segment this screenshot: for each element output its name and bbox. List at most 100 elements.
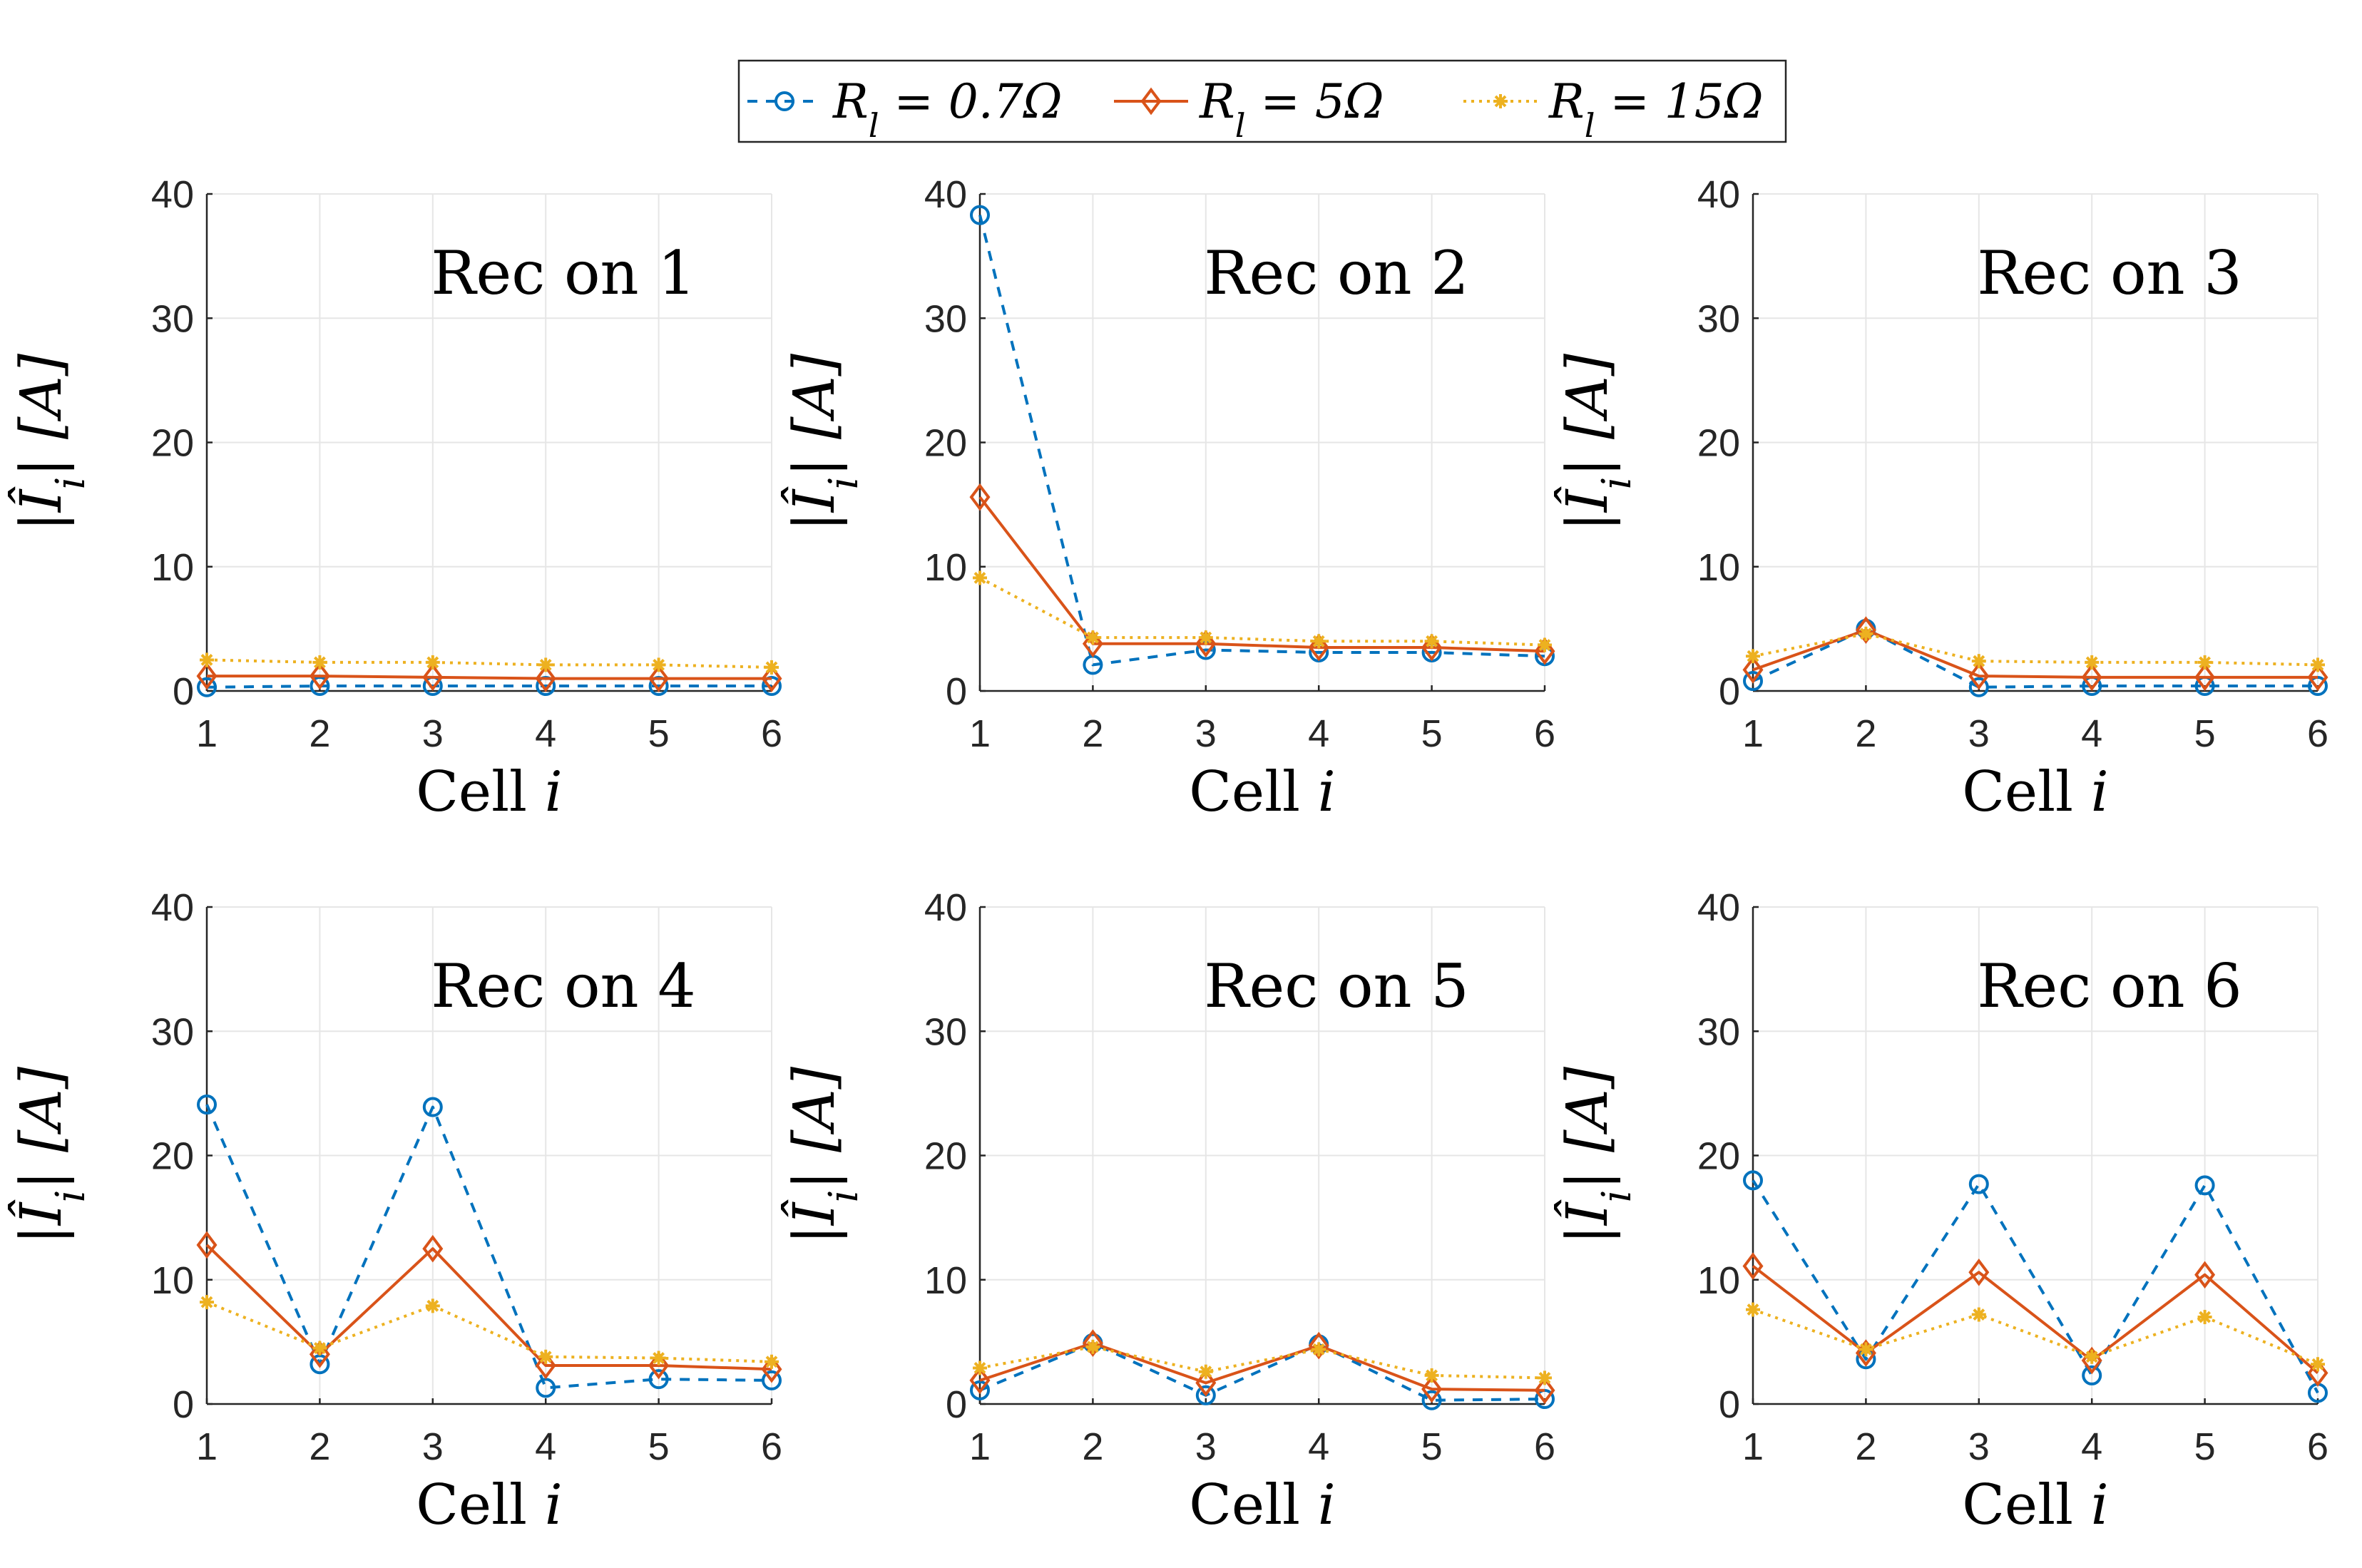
x-axis-label: Cell i [1962,1473,2108,1537]
series-line [978,215,1545,667]
x-tick-label: 3 [422,712,444,755]
subplot-5: 1 2 3 4 5 6 0 10 20 30 40 Cell i |Îi| [A] Rec on 5 [780,886,1555,1537]
y-tick-label: 20 [151,1135,194,1178]
x-axis-label: Cell i [416,1473,562,1537]
data-point [1198,630,1213,645]
x-tick-label: 2 [1082,1425,1103,1468]
data-point [2085,1349,2100,1364]
y-tick-label: 0 [1719,670,1740,713]
series-2 [196,662,782,692]
x-axis-label: Cell i [1189,1473,1335,1537]
series-1 [197,676,782,697]
data-point [538,1349,553,1364]
series-2 [1742,1252,2328,1387]
series-line [1752,632,2318,667]
data-point [1308,633,1329,662]
legend-label-2: Rl = 5Ω [1199,74,1384,145]
data-point [422,1097,443,1117]
panel-title: Rec on 1 [431,238,696,308]
data-point [196,662,218,690]
data-point [648,1351,670,1380]
x-tick-label: 6 [1534,1425,1555,1468]
legend-box [737,59,1787,143]
data-point [1198,1364,1213,1379]
y-tick-label: 0 [946,1383,967,1426]
data-point [2197,655,2212,670]
series-line [979,1345,1545,1380]
y-tick-label: 0 [173,1383,194,1426]
data-point [1968,1258,1990,1286]
data-point [309,1340,330,1368]
data-point [197,677,217,697]
x-tick-label: 4 [1308,1425,1329,1468]
data-point [969,483,991,511]
data-point [1743,1170,1763,1191]
series-3 [200,1295,779,1369]
y-axis-label: |Îi| [A] [780,353,867,531]
y-axis-label: |Îi| [A] [7,1066,94,1244]
y-tick-label: 10 [1697,1259,1740,1302]
x-tick-label: 3 [422,1425,444,1468]
data-point [535,665,556,692]
data-point [765,660,779,675]
data-point [648,665,670,692]
x-tick-label: 4 [535,712,556,755]
data-point [970,1380,990,1400]
data-point [2307,663,2328,692]
data-point [422,1234,444,1263]
series-2 [969,1329,1555,1405]
x-tick-label: 3 [1968,1425,1990,1468]
series-line [206,658,772,669]
y-tick-label: 0 [173,670,194,713]
data-point [425,1298,440,1313]
series-line [206,685,772,689]
series-1 [970,1333,1555,1410]
data-point [1195,630,1217,658]
y-tick-label: 0 [1719,1383,1740,1426]
data-point [1859,1342,1873,1357]
x-tick-label: 5 [648,712,670,755]
data-point [425,655,440,670]
data-point [536,1378,556,1398]
series-line [979,576,1545,647]
y-tick-label: 20 [924,422,967,465]
y-tick-label: 30 [924,1010,967,1053]
panel-title: Rec on 5 [1204,951,1469,1021]
data-point [973,570,987,585]
legend-label-3: Rl = 15Ω [1548,74,1763,145]
data-point [2194,1175,2215,1196]
data-point [1085,630,1100,645]
series-line [1752,1179,2319,1394]
y-tick-label: 40 [924,173,967,216]
x-axis-label: Cell i [1962,760,2108,824]
data-point [2081,663,2102,692]
data-point [1421,1390,1442,1410]
series-3 [973,570,1552,652]
y-tick-label: 30 [151,297,194,340]
series-line [1752,628,2318,679]
x-tick-label: 6 [2307,1425,2328,1468]
x-axis-label: Cell i [1189,760,1335,824]
data-point [2082,1365,2102,1385]
x-tick-label: 1 [196,712,218,755]
data-point [1968,662,1990,690]
legend-label-1: Rl = 0.7Ω [832,74,1062,145]
x-tick-label: 6 [2307,712,2328,755]
series-1 [1743,618,2328,697]
data-point [969,1366,991,1395]
data-point [2311,657,2325,672]
x-tick-label: 5 [2194,712,2216,755]
data-point [2311,1357,2325,1372]
data-point [312,1341,327,1356]
x-tick-label: 2 [309,1425,330,1468]
x-tick-label: 1 [1742,1425,1764,1468]
legend-marker-1 [774,91,794,111]
subplot-6: 1 2 3 4 5 6 0 10 20 30 40 Cell i |Îi| [A] Rec on 6 [1553,886,2328,1537]
data-point [2085,655,2100,670]
series-3 [1746,626,2325,672]
series-3 [973,1339,1552,1385]
x-tick-label: 5 [1421,712,1443,755]
data-point [762,1370,782,1390]
x-tick-label: 3 [1968,712,1990,755]
